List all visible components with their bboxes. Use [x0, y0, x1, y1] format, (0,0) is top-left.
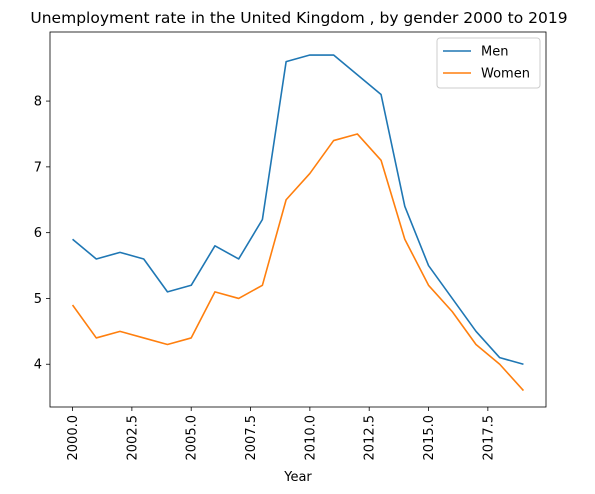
y-tick-label: 5	[34, 292, 42, 307]
y-axis: 4 5 6 7 8	[34, 95, 50, 373]
series-layer	[71, 54, 525, 392]
x-tick-label: 2012.5	[363, 415, 378, 461]
plot-frame	[49, 31, 547, 408]
x-tick-label: 2002.5	[125, 415, 140, 461]
x-axis: 2000.0 2002.5 2005.0 2007.5 2010.0 2012.5 2015…	[66, 407, 496, 461]
x-axis-label: Year	[283, 470, 312, 485]
legend-label: Women	[481, 67, 530, 82]
y-tick-label: 6	[34, 226, 42, 241]
x-tick-label: 2010.0	[303, 415, 318, 461]
x-tick-label: 2007.5	[244, 415, 259, 461]
x-tick-label: 2005.0	[185, 415, 200, 461]
x-tick-label: 2015.0	[422, 415, 437, 461]
y-tick-label: 4	[34, 358, 42, 373]
legend: Men Women	[436, 37, 541, 89]
y-tick-label: 7	[34, 160, 42, 175]
legend-label: Men	[481, 45, 508, 60]
x-tick-label: 2000.0	[66, 415, 81, 461]
chart-title: Unemployment rate in the United Kingdom …	[30, 9, 567, 27]
series-line-women	[71, 133, 525, 392]
y-tick-label: 8	[34, 95, 42, 110]
series-line-men	[72, 54, 524, 366]
x-tick-label: 2017.5	[481, 415, 496, 461]
